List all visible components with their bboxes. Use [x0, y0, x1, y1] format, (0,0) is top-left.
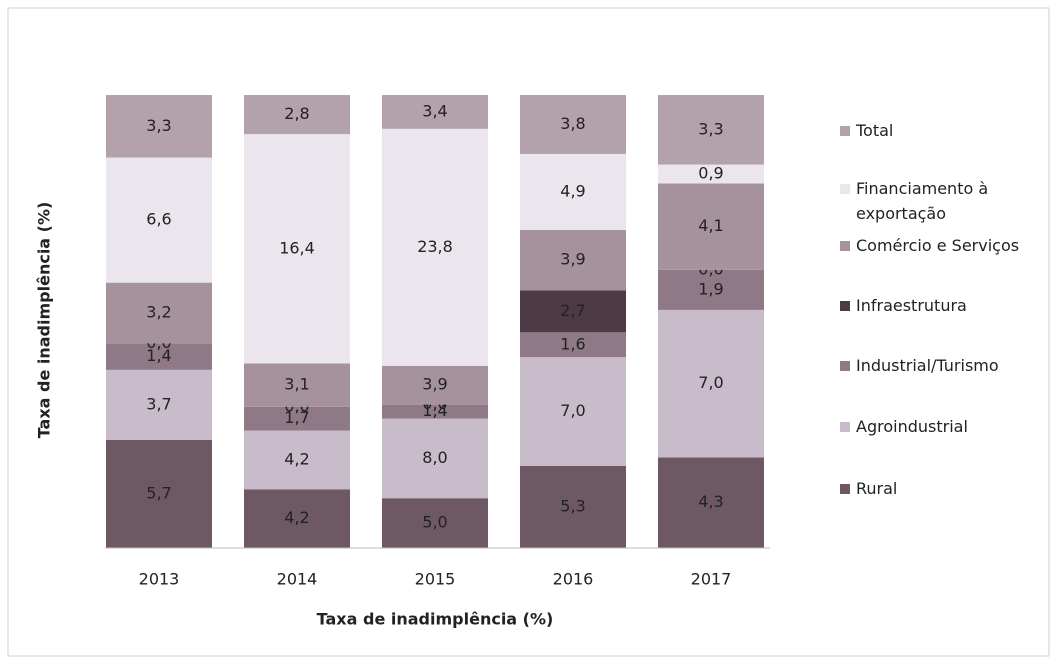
legend-swatch — [840, 184, 850, 194]
data-label: 3,9 — [422, 375, 447, 394]
legend-item: Comércio e Serviços — [840, 233, 1050, 258]
data-label: 4,1 — [698, 216, 723, 235]
bar-segment — [382, 128, 488, 366]
legend-swatch — [840, 301, 850, 311]
bar-segment — [244, 406, 350, 431]
data-label: 23,8 — [417, 237, 453, 256]
data-label: 1,6 — [560, 334, 585, 353]
bar-segment — [106, 157, 212, 283]
bar-segment — [106, 95, 212, 158]
x-tick-label: 2015 — [415, 570, 456, 589]
data-label: 3,3 — [146, 116, 171, 135]
bar-segment — [658, 164, 764, 184]
data-label: 8,0 — [422, 448, 447, 467]
legend-swatch — [840, 241, 850, 251]
bar-segment — [382, 498, 488, 548]
bar-segment — [244, 95, 350, 135]
bar-segment — [520, 95, 626, 154]
bar-segment — [382, 418, 488, 499]
data-label: 1,4 — [146, 346, 171, 365]
legend-item: Industrial/Turismo — [840, 353, 1050, 378]
legend-label: Financiamento à exportação — [856, 179, 989, 223]
legend-label: Comércio e Serviços — [856, 236, 1020, 255]
bar-segment — [382, 365, 488, 405]
data-label: 4,2 — [284, 449, 309, 468]
data-label: 4,3 — [698, 492, 723, 511]
bar-segment — [520, 465, 626, 548]
data-label: 2,8 — [284, 104, 309, 123]
bar-segment — [520, 332, 626, 358]
data-label: 4,2 — [284, 508, 309, 527]
bar-segment — [520, 229, 626, 291]
data-label: 5,7 — [146, 483, 171, 502]
x-tick-label: 2014 — [277, 570, 318, 589]
data-label: 3,3 — [698, 119, 723, 138]
bar-segment — [520, 290, 626, 333]
x-axis-title: Taxa de inadimplência (%) — [317, 610, 554, 629]
legend-item: Infraestrutura — [840, 293, 1050, 318]
legend-item: Rural — [840, 476, 1050, 501]
legend-item: Financiamento à exportação — [840, 176, 1050, 226]
bar-segment — [244, 363, 350, 407]
legend-label: Total — [856, 121, 894, 140]
bar-segment — [244, 134, 350, 364]
legend-swatch — [840, 361, 850, 371]
bar-segment — [520, 357, 626, 466]
bar-segment — [244, 489, 350, 548]
x-tick-label: 2016 — [553, 570, 594, 589]
bar-segment — [658, 95, 764, 165]
data-label: 3,8 — [560, 114, 585, 133]
data-label: 0,9 — [698, 164, 723, 183]
bar-segment — [106, 282, 212, 344]
data-label: 3,7 — [146, 394, 171, 413]
legend-label: Infraestrutura — [856, 296, 967, 315]
data-label: 3,9 — [560, 250, 585, 269]
legend-label: Rural — [856, 479, 898, 498]
bar-segment — [658, 269, 764, 310]
y-axis-title: Taxa de inadimplência (%) — [35, 202, 54, 439]
legend-label: Agroindustrial — [856, 417, 968, 436]
x-tick-label: 2013 — [139, 570, 180, 589]
data-label: 2,7 — [560, 301, 585, 320]
legend-item: Total — [840, 118, 1050, 143]
bar-segment — [658, 457, 764, 548]
bar-segment — [106, 343, 212, 370]
data-label: 7,0 — [698, 373, 723, 392]
bar-segment — [106, 439, 212, 548]
data-label: 4,9 — [560, 181, 585, 200]
x-tick-label: 2017 — [691, 570, 732, 589]
bar-segment — [244, 430, 350, 490]
bar-segment — [520, 153, 626, 230]
data-label: 1,7 — [284, 408, 309, 427]
data-label: 5,0 — [422, 513, 447, 532]
legend-swatch — [840, 484, 850, 494]
data-label: 3,2 — [146, 302, 171, 321]
bar-segment — [382, 404, 488, 419]
data-label: 3,4 — [422, 101, 447, 120]
legend-swatch — [840, 422, 850, 432]
data-label: 16,4 — [279, 238, 315, 257]
data-label: 3,1 — [284, 375, 309, 394]
bar-segment — [382, 95, 488, 129]
bar-segment — [106, 369, 212, 440]
data-label: 5,3 — [560, 496, 585, 515]
data-label: 6,6 — [146, 210, 171, 229]
data-label: 1,9 — [698, 279, 723, 298]
data-label: 1,4 — [422, 401, 447, 420]
bar-segment — [658, 183, 764, 270]
legend-label: Industrial/Turismo — [856, 356, 999, 375]
legend-item: Agroindustrial — [840, 414, 1050, 439]
legend-swatch — [840, 126, 850, 136]
data-label: 7,0 — [560, 401, 585, 420]
bar-segment — [658, 309, 764, 458]
